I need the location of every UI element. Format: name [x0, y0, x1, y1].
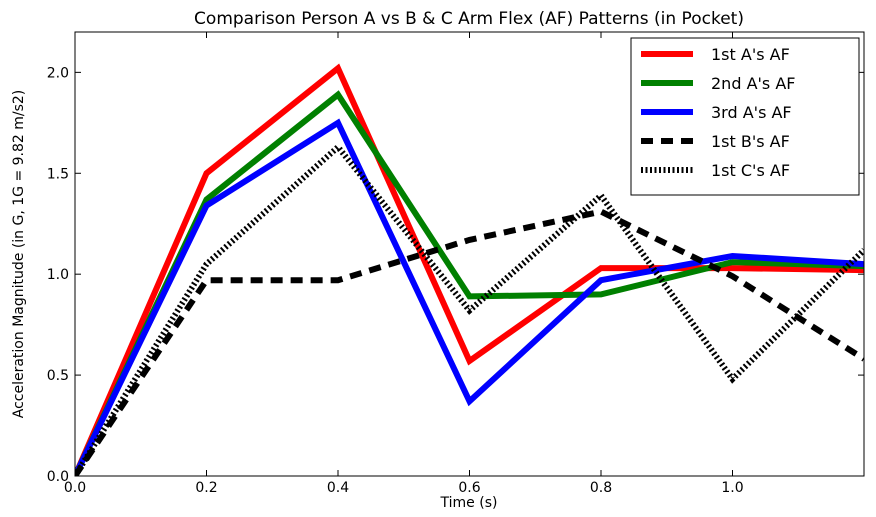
- legend-label-1: 1st A's AF: [711, 45, 790, 64]
- y-axis-label: Acceleration Magnitude (in G, 1G = 9.82 …: [11, 90, 27, 419]
- x-tick-label: 0.4: [327, 480, 349, 496]
- x-axis: 0.0 0.2 0.4 0.6 0.8 1.0: [64, 32, 744, 496]
- legend-label-5: 1st C's AF: [711, 161, 790, 180]
- series-line-2: [75, 90, 864, 476]
- x-tick-label: 0.8: [590, 480, 612, 496]
- series-line-4: [75, 208, 864, 476]
- legend-label-3: 3rd A's AF: [711, 103, 792, 122]
- legend: 1st A's AF 2nd A's AF 3rd A's AF 1st B's AF…: [630, 37, 860, 196]
- x-tick-label: 1.0: [721, 480, 743, 496]
- x-tick-label: 0.0: [64, 480, 86, 496]
- y-tick-label: 0.5: [47, 368, 69, 384]
- series-line-3: [75, 118, 864, 476]
- x-axis-label: Time (s): [440, 495, 498, 511]
- legend-label-2: 2nd A's AF: [711, 74, 795, 93]
- x-tick-label: 0.2: [195, 480, 217, 496]
- series-line-5: [75, 142, 864, 476]
- legend-label-4: 1st B's AF: [711, 132, 790, 151]
- chart-title: Comparison Person A vs B & C Arm Flex (A…: [194, 9, 744, 29]
- plot-area: [75, 63, 864, 476]
- y-tick-label: 1.0: [47, 267, 69, 283]
- y-tick-label: 1.5: [47, 166, 69, 182]
- y-tick-label: 0.0: [47, 469, 69, 485]
- y-tick-label: 2.0: [47, 65, 69, 81]
- series-line-1: [75, 63, 864, 476]
- y-axis: 0.0 0.5 1.0 1.5 2.0: [47, 65, 864, 485]
- x-tick-label: 0.6: [458, 480, 480, 496]
